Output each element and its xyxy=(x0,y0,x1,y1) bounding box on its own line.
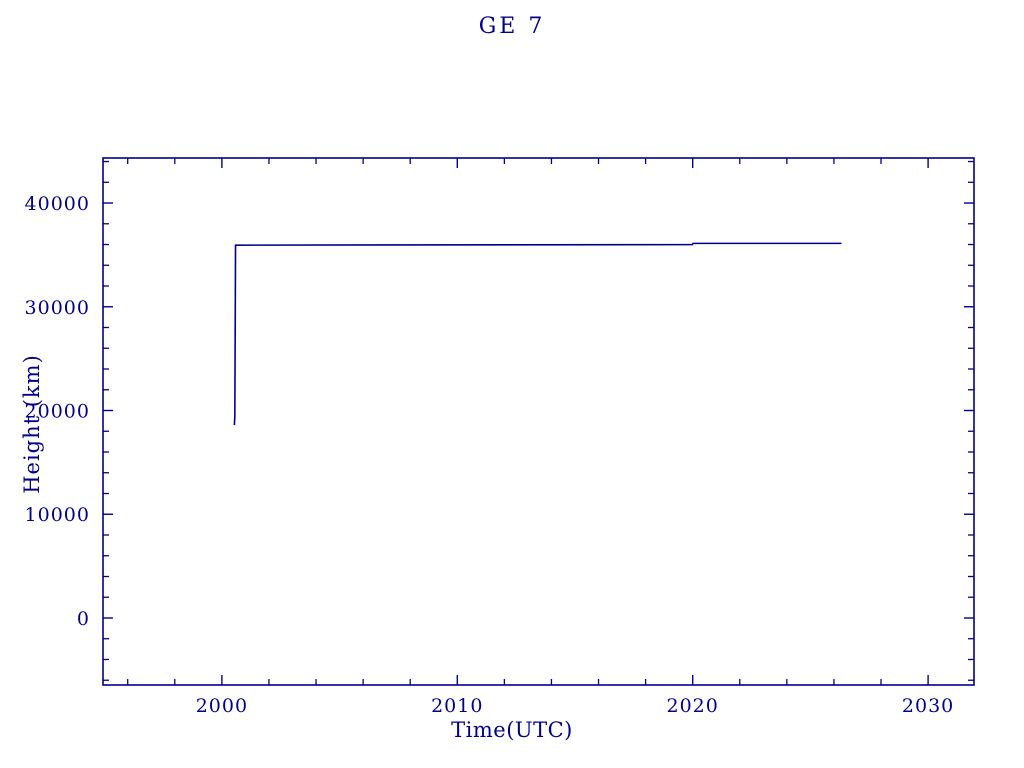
plot-frame-rect xyxy=(102,157,975,686)
chart-title: GE 7 xyxy=(478,14,546,39)
y-axis-label: Height (km) xyxy=(20,354,44,494)
y-tick-label: 0 xyxy=(77,608,90,630)
y-tick-label: 40000 xyxy=(25,193,90,215)
data-series-group xyxy=(233,242,842,426)
x-axis-tick-labels: 2000 2010 2020 2030 xyxy=(196,695,954,717)
x-axis-ticks xyxy=(127,158,929,685)
axis-frame xyxy=(102,157,975,686)
y-tick-label: 10000 xyxy=(25,504,90,526)
x-tick-label: 2030 xyxy=(902,695,954,717)
x-tick-label: 2010 xyxy=(431,695,483,717)
x-tick-label: 2000 xyxy=(196,695,248,717)
y-axis-tick-labels: 0 10000 20000 30000 40000 xyxy=(25,193,90,630)
y-tick-label: 20000 xyxy=(25,401,90,423)
x-axis-label: Time(UTC) xyxy=(451,718,573,742)
x-tick-label: 2020 xyxy=(667,695,719,717)
data-series-line xyxy=(233,242,842,426)
y-axis-ticks xyxy=(103,160,974,681)
y-tick-label: 30000 xyxy=(25,297,90,319)
